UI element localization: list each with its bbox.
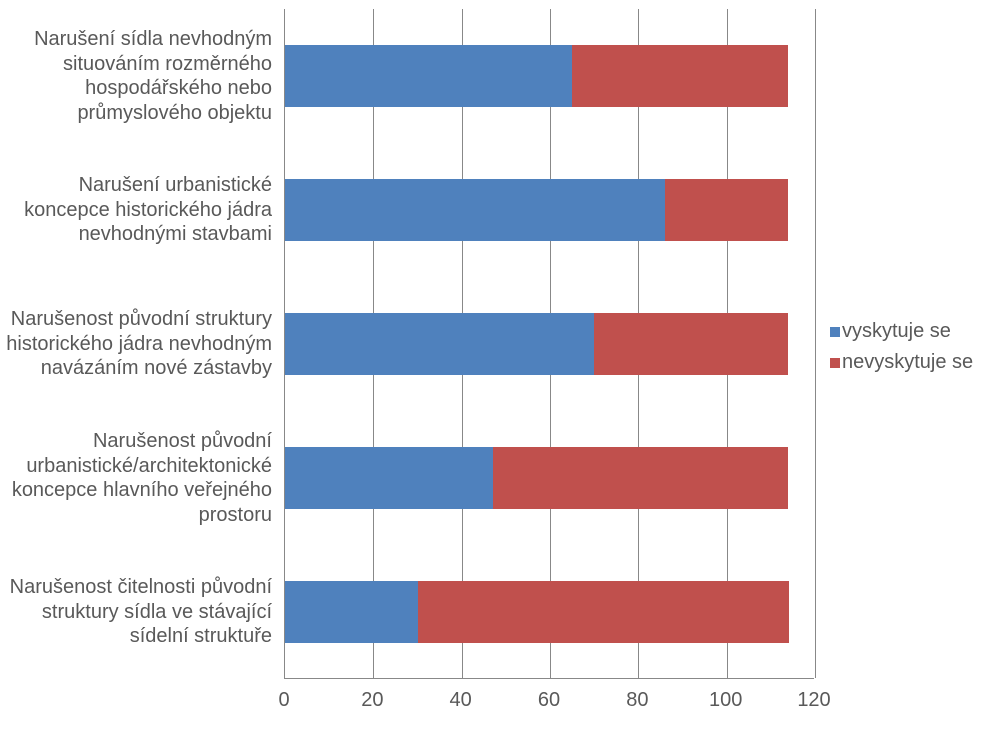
bar-segment-vyskytuje-se bbox=[285, 447, 493, 509]
bar-segment-nevyskytuje-se bbox=[594, 313, 788, 375]
bar-group bbox=[285, 45, 788, 107]
stacked-bar-chart: vyskytuje se nevyskytuje se 0 20 40 60 80 100 1… bbox=[0, 0, 990, 734]
category-label: Narušenost původní struktury historickéh… bbox=[6, 307, 272, 381]
gridline bbox=[815, 9, 816, 678]
bar-segment-vyskytuje-se bbox=[285, 313, 594, 375]
legend-item: vyskytuje se bbox=[830, 320, 973, 343]
x-tick-label: 80 bbox=[626, 689, 648, 712]
category-label: Narušení urbanistické koncepce historick… bbox=[6, 173, 272, 247]
bar-group bbox=[285, 313, 788, 375]
x-tick-label: 120 bbox=[797, 689, 830, 712]
bar-segment-nevyskytuje-se bbox=[572, 45, 788, 107]
bar-group bbox=[285, 581, 789, 643]
legend: vyskytuje se nevyskytuje se bbox=[830, 320, 973, 374]
bar-segment-nevyskytuje-se bbox=[493, 447, 789, 509]
x-tick-label: 100 bbox=[709, 689, 742, 712]
plot-area bbox=[284, 9, 814, 679]
bar-group bbox=[285, 179, 788, 241]
category-label: Narušenost původní urbanistické/architek… bbox=[6, 429, 272, 527]
bar-segment-vyskytuje-se bbox=[285, 179, 665, 241]
category-label: Narušenost čitelnosti původní struktury … bbox=[6, 575, 272, 649]
legend-swatch bbox=[830, 358, 840, 368]
category-label: Narušení sídla nevhodným situováním rozm… bbox=[6, 27, 272, 125]
legend-item: nevyskytuje se bbox=[830, 351, 973, 374]
bar-segment-vyskytuje-se bbox=[285, 45, 572, 107]
x-tick-label: 0 bbox=[278, 689, 289, 712]
x-tick-label: 40 bbox=[450, 689, 472, 712]
bar-segment-nevyskytuje-se bbox=[418, 581, 789, 643]
bar-segment-vyskytuje-se bbox=[285, 581, 418, 643]
legend-label: nevyskytuje se bbox=[842, 351, 973, 374]
legend-swatch bbox=[830, 327, 840, 337]
x-tick-label: 20 bbox=[361, 689, 383, 712]
x-tick-label: 60 bbox=[538, 689, 560, 712]
bar-group bbox=[285, 447, 788, 509]
bar-segment-nevyskytuje-se bbox=[665, 179, 789, 241]
legend-label: vyskytuje se bbox=[842, 320, 951, 343]
